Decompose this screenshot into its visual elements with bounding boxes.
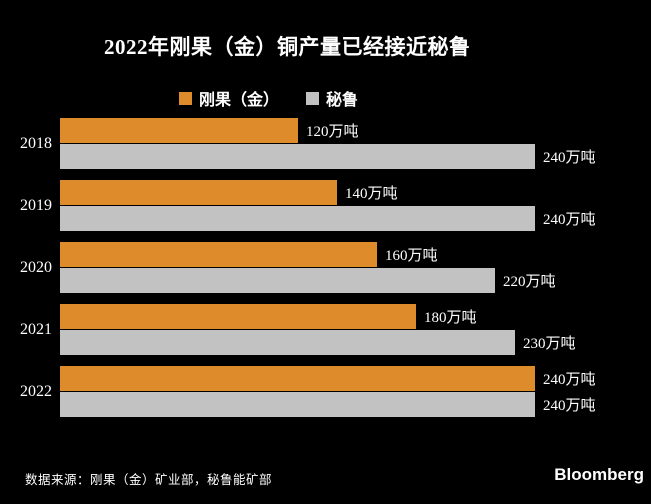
bar-line: 240万吨 [60,144,596,169]
bar-peru [60,392,535,417]
year-label: 2022 [20,382,52,400]
bar-group: 2022 240万吨 240万吨 [8,366,596,417]
source-note: 数据来源：刚果（金）矿业部，秘鲁能矿部 [25,473,273,487]
legend-label: 秘鲁 [326,92,359,109]
bar-pair: 120万吨 240万吨 [60,118,596,169]
bar-pair: 180万吨 230万吨 [60,304,576,355]
bar-value-label: 120万吨 [306,124,359,140]
bar-peru [60,330,515,355]
bar-group: 2018 120万吨 240万吨 [8,118,596,169]
bar-value-label: 160万吨 [385,248,438,264]
bar-line: 230万吨 [60,330,576,355]
bar-line: 140万吨 [60,180,596,205]
legend-item: 刚果（金） [179,86,279,110]
bar-value-label: 180万吨 [424,310,477,326]
bar-value-label: 240万吨 [543,212,596,228]
legend-swatch-icon [306,91,320,105]
bar-value-label: 240万吨 [543,150,596,166]
bar-line: 220万吨 [60,268,556,293]
year-label: 2020 [20,258,52,276]
bar-congo [60,180,337,205]
bar-peru [60,144,535,169]
legend-swatch-icon [179,91,192,105]
bar-line: 180万吨 [60,304,576,329]
bar-line: 120万吨 [60,118,596,143]
legend-label: 刚果（金） [199,92,280,109]
chart-title: 2022年刚果（金）铜产量已经接近秘鲁 [104,35,471,59]
bar-value-label: 140万吨 [345,186,398,202]
bar-value-label: 230万吨 [523,336,576,352]
bar-line: 240万吨 [60,206,596,231]
bar-group: 2019 140万吨 240万吨 [8,180,596,231]
bar-group: 2021 180万吨 230万吨 [8,304,596,355]
bloomberg-logo: Bloomberg [554,465,644,484]
year-label: 2019 [20,196,52,214]
legend-item: 秘鲁 [306,86,358,110]
bar-line: 240万吨 [60,392,596,417]
bar-congo [60,118,298,143]
legend: 刚果（金） 秘鲁 [179,86,358,110]
bar-pair: 160万吨 220万吨 [60,242,556,293]
bar-congo [60,242,377,267]
bar-peru [60,206,535,231]
bar-line: 160万吨 [60,242,556,267]
bar-value-label: 240万吨 [543,398,596,414]
plot-area: 2018 120万吨 240万吨 2019 140万吨 240万吨 2020 160万吨 220… [8,118,596,428]
bar-value-label: 220万吨 [503,274,556,290]
bar-peru [60,268,495,293]
bar-pair: 140万吨 240万吨 [60,180,596,231]
bar-pair: 240万吨 240万吨 [60,366,596,417]
bar-group: 2020 160万吨 220万吨 [8,242,596,293]
year-label: 2018 [20,134,52,152]
bar-line: 240万吨 [60,366,596,391]
bar-value-label: 240万吨 [543,372,596,388]
bar-congo [60,366,535,391]
bar-congo [60,304,416,329]
year-label: 2021 [20,320,52,338]
